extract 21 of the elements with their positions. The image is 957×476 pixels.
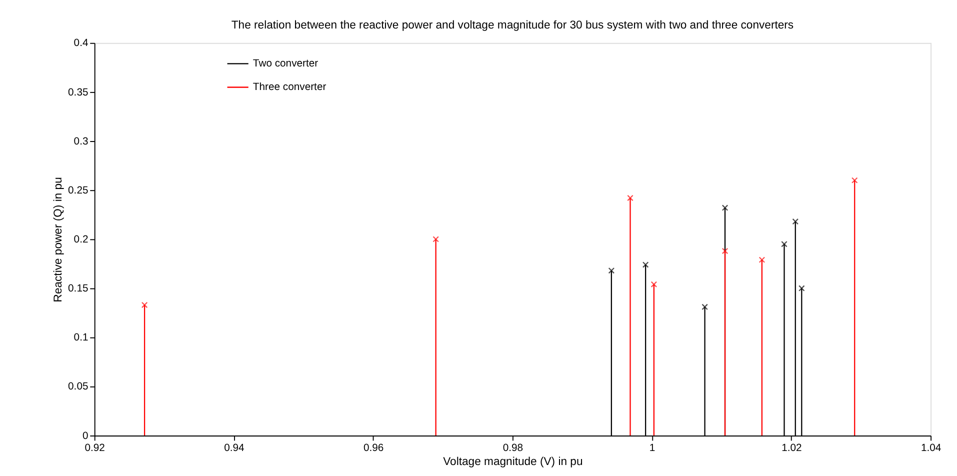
y-axis-title: Reactive power (Q) in pu [52,177,64,302]
y-tick-label: 0.3 [74,136,88,148]
y-tick-label: 0.35 [68,87,88,98]
y-tick-label: 0.15 [68,284,88,295]
x-tick-label: 0.96 [363,443,384,454]
y-tick-label: 0.05 [68,382,88,393]
x-axis-title: Voltage magnitude (V) in pu [443,456,583,468]
x-tick-label: 1.04 [920,443,942,454]
y-tick-label: 0.2 [74,234,88,246]
x-tick-label: 0.94 [224,443,245,454]
chart-title: The relation between the reactive power and voltage magnitude for 30 bus system with two and three converters [231,20,794,32]
y-tick-label: 0.4 [74,38,88,50]
x-tick-label: 1 [649,443,656,454]
x-tick-label: 1.02 [782,443,802,454]
legend-label: Two converter [252,58,319,70]
y-tick-label: 0.25 [68,185,88,196]
legend-label: Three converter [252,82,327,94]
y-tick-label: 0.1 [74,332,88,344]
x-tick-label: 0.98 [502,443,524,454]
x-tick-label: 0.92 [84,443,106,454]
y-tick-label: 0 [82,430,88,442]
